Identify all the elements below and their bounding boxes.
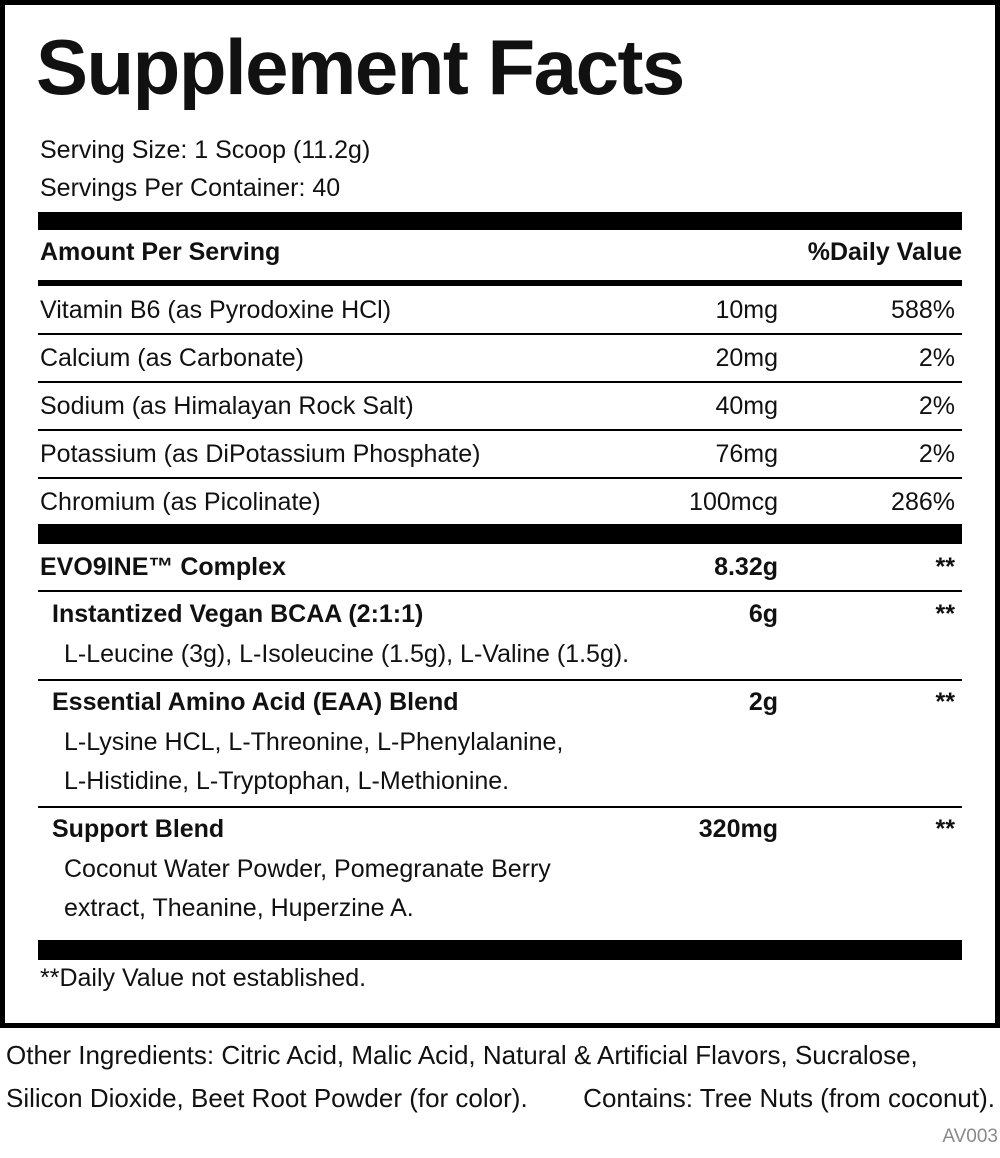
nutrient-dv: 286% bbox=[891, 488, 955, 516]
complex-name: EVO9INE™ Complex bbox=[40, 553, 286, 581]
contains: Contains: Tree Nuts (from coconut). bbox=[583, 1083, 995, 1113]
thin-divider bbox=[38, 806, 962, 808]
nutrient-name: Calcium (as Carbonate) bbox=[40, 344, 304, 372]
blend-dv: ** bbox=[935, 600, 955, 628]
header-daily-value: %Daily Value bbox=[807, 238, 962, 266]
blend-dv: ** bbox=[935, 815, 955, 843]
other-ingredients: Silicon Dioxide, Beet Root Powder (for c… bbox=[6, 1083, 528, 1113]
blend-ingredients: Coconut Water Powder, Pomegranate Berry bbox=[64, 855, 551, 883]
thin-divider bbox=[38, 477, 962, 479]
blend-amount: 320mg bbox=[698, 815, 778, 843]
thin-divider bbox=[38, 590, 962, 592]
blend-name: Instantized Vegan BCAA (2:1:1) bbox=[52, 600, 424, 628]
nutrient-amount: 100mcg bbox=[689, 488, 778, 516]
blend-amount: 6g bbox=[748, 600, 778, 628]
blend-amount: 2g bbox=[748, 688, 778, 716]
blend-name: Essential Amino Acid (EAA) Blend bbox=[52, 688, 459, 716]
nutrient-amount: 20mg bbox=[715, 344, 778, 372]
nutrient-dv: 2% bbox=[918, 344, 955, 372]
blend-name: Support Blend bbox=[52, 815, 225, 843]
nutrient-amount: 76mg bbox=[715, 440, 778, 468]
blend-dv: ** bbox=[935, 688, 955, 716]
nutrient-name: Vitamin B6 (as Pyrodoxine HCl) bbox=[40, 296, 392, 324]
product-code: AV003 bbox=[942, 1126, 998, 1147]
nutrient-dv: 2% bbox=[918, 440, 955, 468]
thin-divider bbox=[38, 429, 962, 431]
serving-info: Serving Size: 1 Scoop (11.2g) bbox=[40, 136, 371, 164]
title: Supplement Facts bbox=[36, 23, 685, 111]
nutrient-amount: 40mg bbox=[715, 392, 778, 420]
other-ingredients: Other Ingredients: Citric Acid, Malic Ac… bbox=[6, 1040, 918, 1070]
nutrient-name: Potassium (as DiPotassium Phosphate) bbox=[40, 440, 481, 468]
nutrient-name: Sodium (as Himalayan Rock Salt) bbox=[40, 392, 414, 420]
nutrient-name: Chromium (as Picolinate) bbox=[40, 488, 321, 516]
label-box bbox=[0, 0, 1000, 1028]
thick-divider bbox=[38, 524, 962, 544]
blend-ingredients: L-Lysine HCL, L-Threonine, L-Phenylalani… bbox=[64, 728, 564, 756]
nutrient-dv: 2% bbox=[918, 392, 955, 420]
thin-divider bbox=[38, 381, 962, 383]
thick-divider bbox=[38, 940, 962, 960]
header-amount: Amount Per Serving bbox=[40, 238, 281, 266]
thin-divider bbox=[38, 679, 962, 681]
blend-ingredients: L-Histidine, L-Tryptophan, L-Methionine. bbox=[64, 767, 510, 795]
blend-ingredients: L-Leucine (3g), L-Isoleucine (1.5g), L-V… bbox=[64, 640, 630, 668]
footnote: **Daily Value not established. bbox=[40, 964, 367, 992]
complex-amount: 8.32g bbox=[714, 553, 778, 581]
thick-divider bbox=[38, 212, 962, 230]
serving-info: Servings Per Container: 40 bbox=[40, 174, 341, 202]
nutrient-dv: 588% bbox=[891, 296, 955, 324]
medium-divider bbox=[38, 280, 962, 286]
complex-dv: ** bbox=[935, 553, 955, 581]
nutrient-amount: 10mg bbox=[715, 296, 778, 324]
blend-ingredients: extract, Theanine, Huperzine A. bbox=[64, 894, 414, 922]
thin-divider bbox=[38, 333, 962, 335]
